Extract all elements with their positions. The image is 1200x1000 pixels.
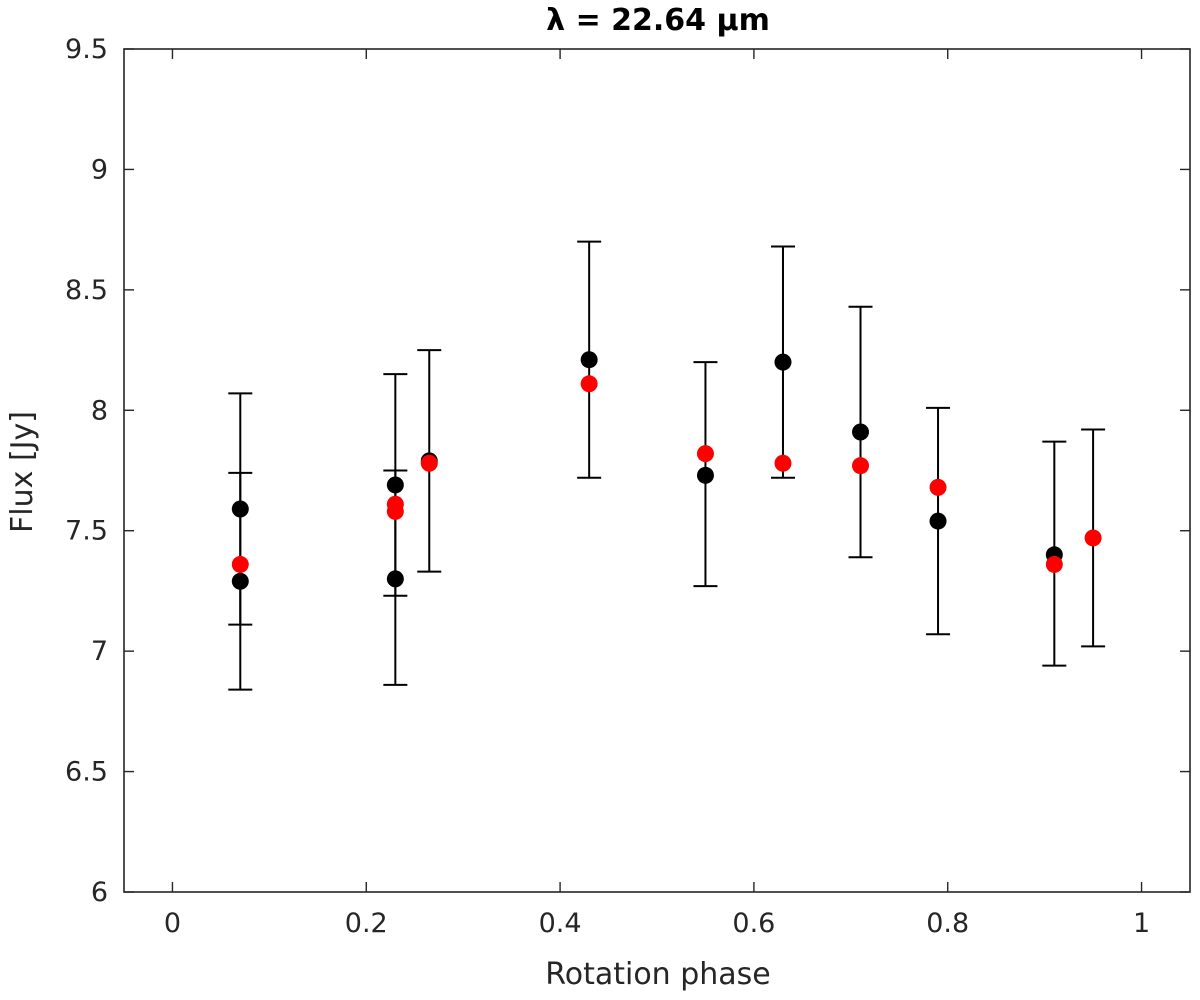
y-tick-label: 7.5 [65, 516, 108, 547]
x-axis-label: Rotation phase [545, 957, 771, 992]
data-point [929, 478, 947, 496]
series-1 [231, 375, 1102, 573]
data-point [386, 476, 404, 494]
data-point [774, 454, 792, 472]
data-point [231, 555, 249, 573]
y-tick-label: 9.5 [65, 34, 108, 65]
error-bars [228, 240, 1106, 691]
y-axis-label: Flux [Jy] [5, 411, 40, 533]
data-point [580, 351, 598, 369]
data-point [774, 353, 792, 371]
series-0 [231, 351, 1063, 590]
x-tick-label: 1 [1133, 908, 1150, 939]
data-point [386, 502, 404, 520]
y-tick-label: 8 [91, 395, 108, 426]
y-tick-label: 9 [91, 154, 108, 185]
data-point [852, 423, 870, 441]
data-point [580, 375, 598, 393]
chart-title: λ = 22.64 μm [546, 3, 770, 38]
x-tick-label: 0 [164, 908, 181, 939]
y-tick-label: 6 [91, 877, 108, 908]
data-point [420, 454, 438, 472]
data-point [696, 466, 714, 484]
data-point [852, 457, 870, 475]
data-point [231, 572, 249, 590]
plot-frame [123, 48, 1191, 893]
data-point [231, 500, 249, 518]
data-point [386, 570, 404, 588]
axes: 0 0.2 0.4 0.6 0.8 1 6 6.5 7 7.5 8 8.5 9 9.5 [65, 34, 1191, 939]
data-point [929, 512, 947, 530]
data-points [231, 351, 1102, 590]
data-point [696, 445, 714, 463]
y-tick-label: 6.5 [65, 757, 108, 788]
x-tick-label: 0.8 [926, 908, 969, 939]
y-tick-label: 7 [91, 636, 108, 667]
x-tick-label: 0.2 [345, 908, 388, 939]
x-tick-label: 0.4 [539, 908, 582, 939]
y-tick-label: 8.5 [65, 275, 108, 306]
data-point [1045, 555, 1063, 573]
data-point [1084, 529, 1102, 547]
x-tick-label: 0.6 [732, 908, 775, 939]
